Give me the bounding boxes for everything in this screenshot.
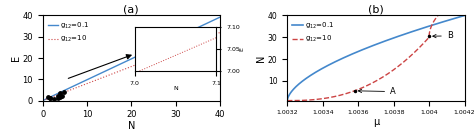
Y-axis label: E: E — [11, 55, 21, 61]
g$_{12}$=0.1 — [371, 45, 376, 46]
g$_{12}$=10 — [403, 60, 409, 61]
g$_{12}$=0.1 — [40, 100, 46, 101]
g$_{12}$=10 — [61, 92, 67, 93]
g$_{12}$=10 — [418, 46, 423, 47]
g$_{12}$=0.1 — [456, 16, 462, 18]
Point — [46, 97, 54, 99]
g$_{12}$=10 — [110, 73, 116, 74]
g$_{12}$=0.1 — [168, 40, 173, 41]
g$_{12}$=10 — [40, 100, 46, 101]
g$_{12}$=0.1 — [284, 100, 290, 101]
Line: g$_{12}$=0.1: g$_{12}$=0.1 — [287, 15, 465, 101]
g$_{12}$=10 — [344, 92, 350, 94]
g$_{12}$=10 — [169, 50, 174, 52]
Point — [46, 97, 54, 99]
g$_{12}$=0.1 — [462, 15, 467, 16]
Y-axis label: N: N — [256, 54, 266, 62]
g$_{12}$=0.1 — [169, 39, 174, 41]
g$_{12}$=0.1 — [456, 16, 462, 18]
g$_{12}$=10 — [168, 51, 173, 52]
g$_{12}$=0.1 — [61, 90, 67, 91]
Legend: g$_{12}$=0.1, g$_{12}$=10: g$_{12}$=0.1, g$_{12}$=10 — [46, 19, 91, 46]
g$_{12}$=10 — [284, 100, 290, 101]
Point — [54, 95, 62, 97]
g$_{12}$=10 — [356, 89, 361, 90]
g$_{12}$=0.1 — [110, 67, 116, 68]
Title: (b): (b) — [368, 5, 384, 15]
Point — [60, 91, 68, 93]
Point — [54, 97, 62, 99]
Title: (a): (a) — [123, 5, 139, 15]
Line: g$_{12}$=10: g$_{12}$=10 — [43, 33, 220, 101]
Point — [59, 95, 66, 97]
X-axis label: N: N — [128, 121, 135, 129]
Point — [56, 92, 64, 94]
Text: A: A — [358, 87, 396, 96]
g$_{12}$=10 — [217, 32, 223, 33]
g$_{12}$=0.1 — [424, 26, 429, 28]
g$_{12}$=0.1 — [217, 16, 223, 18]
g$_{12}$=10 — [151, 57, 157, 59]
X-axis label: μ: μ — [373, 117, 379, 127]
Line: g$_{12}$=0.1: g$_{12}$=0.1 — [43, 17, 220, 101]
Point — [56, 96, 64, 98]
g$_{12}$=0.1 — [151, 47, 157, 49]
Line: g$_{12}$=10: g$_{12}$=10 — [287, 0, 465, 101]
g$_{12}$=0.1 — [98, 73, 103, 74]
Legend: g$_{12}$=0.1, g$_{12}$=10: g$_{12}$=0.1, g$_{12}$=10 — [291, 19, 335, 46]
g$_{12}$=10 — [407, 56, 413, 57]
Point — [45, 96, 52, 98]
g$_{12}$=10 — [405, 58, 411, 59]
g$_{12}$=10 — [98, 78, 103, 79]
Point — [50, 98, 57, 100]
Text: B: B — [433, 31, 453, 40]
g$_{12}$=0.1 — [293, 86, 299, 87]
g$_{12}$=0.1 — [366, 46, 372, 48]
